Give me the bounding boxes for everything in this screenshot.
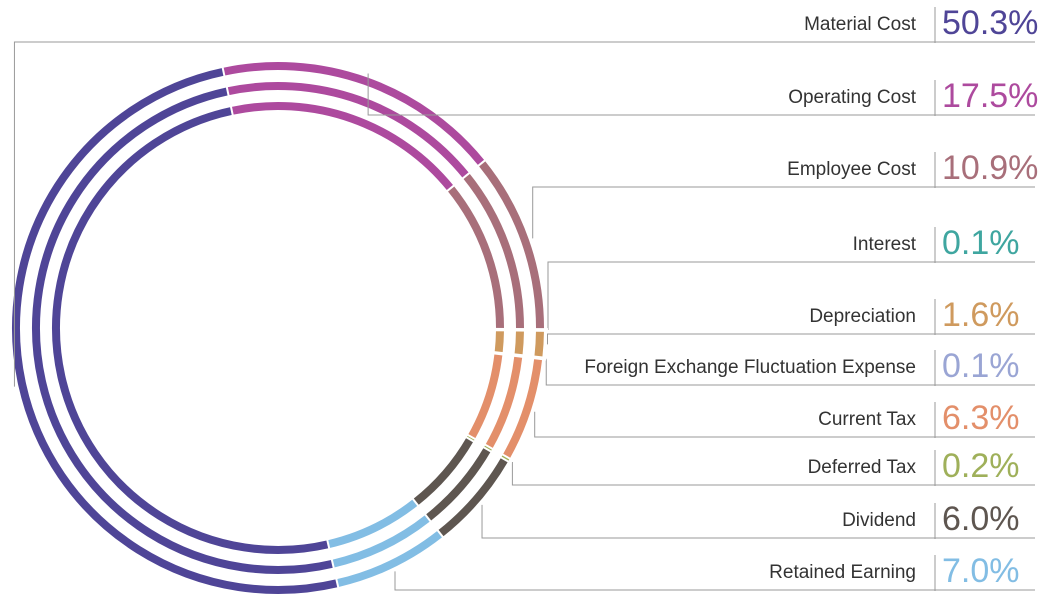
leader-line [481, 504, 1035, 539]
ring-segment [226, 82, 470, 179]
ring-segment [494, 330, 504, 354]
separator [463, 432, 514, 462]
value-label: 0.1% [942, 224, 1020, 262]
ring-segment [534, 330, 544, 358]
ring-segment [437, 457, 509, 537]
value-label: 0.2% [942, 447, 1020, 485]
ring-segment [52, 106, 330, 554]
category-label: Depreciation [809, 306, 916, 327]
separator [325, 536, 341, 592]
separator [462, 434, 513, 465]
separator [491, 329, 548, 332]
separator [443, 157, 489, 195]
ring-segment [222, 62, 485, 166]
category-label: Deferred Tax [808, 457, 917, 478]
category-label: Operating Cost [788, 87, 917, 108]
ring-segment [231, 102, 454, 191]
leader-line [545, 358, 1035, 386]
value-label: 1.6% [942, 296, 1020, 334]
ring-segment [31, 87, 334, 574]
ring-segment [502, 358, 543, 459]
ring-segment [467, 353, 503, 439]
ring-segment [12, 67, 339, 594]
leader-line [547, 333, 1035, 345]
leader-line [13, 41, 1035, 387]
value-label: 7.0% [942, 552, 1020, 590]
ring-segment [514, 330, 524, 356]
category-label: Retained Earning [769, 562, 916, 583]
value-label: 50.3% [942, 4, 1038, 42]
ring-segment [447, 185, 504, 329]
ring-segment [462, 173, 524, 330]
separator [490, 350, 547, 359]
leader-line [547, 261, 1035, 330]
separator [220, 63, 235, 119]
value-label: 0.1% [942, 347, 1020, 385]
leader-line [534, 411, 1035, 438]
ring-segment [331, 514, 431, 568]
category-label: Employee Cost [787, 159, 917, 180]
ring-segment [413, 437, 474, 506]
category-label: Dividend [842, 510, 916, 531]
value-label: 6.0% [942, 500, 1020, 538]
category-label: Interest [853, 234, 917, 255]
ring-segment [336, 530, 443, 588]
category-label: Current Tax [818, 409, 916, 430]
leader-line [532, 186, 1035, 239]
value-label: 6.3% [942, 399, 1020, 437]
separator [409, 495, 447, 541]
separator [490, 352, 547, 361]
category-label: Material Cost [804, 14, 917, 35]
ring-segment [425, 447, 491, 522]
ring-segment [478, 160, 544, 330]
ring-segment [485, 355, 523, 449]
leader-line [511, 462, 1035, 486]
value-label: 17.5% [942, 77, 1038, 115]
value-label: 10.9% [942, 149, 1038, 187]
category-label: Foreign Exchange Fluctuation Expense [584, 357, 916, 378]
leader-line [394, 571, 1035, 591]
ring-segment [327, 499, 419, 549]
leader-line [367, 73, 1035, 116]
